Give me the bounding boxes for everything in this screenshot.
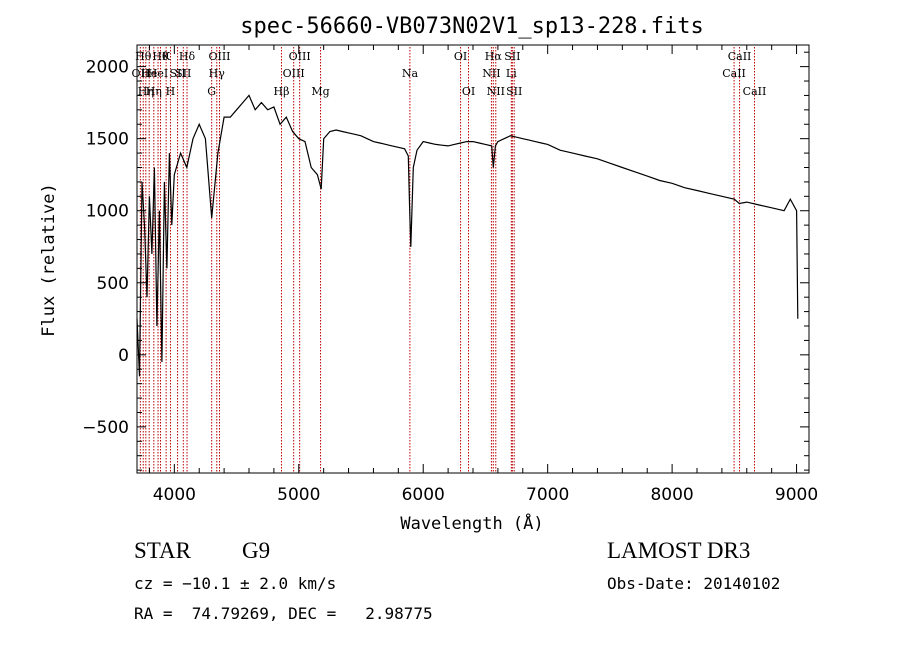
line-marker-label: K (162, 50, 171, 63)
y-tick-label: 2000 (86, 58, 129, 78)
line-marker-label: CaII (743, 85, 767, 98)
line-marker-label: G (207, 85, 216, 98)
line-marker-label: Mg (311, 85, 329, 98)
y-tick-label: −500 (82, 418, 129, 438)
line-marker-label: NII (482, 67, 500, 80)
y-tick-label: 1000 (86, 202, 129, 222)
spectrum-line-layer (136, 94, 799, 377)
y-axis-ticks: −500 0 500 1000 1500 2000 (82, 51, 809, 471)
x-axis-ticks: 4000 5000 6000 7000 8000 9000 (148, 45, 818, 505)
line-marker-label: SII (506, 85, 522, 98)
y-tick-label: 500 (97, 274, 129, 294)
line-marker-label: Hδ (179, 50, 196, 63)
x-axis-label: Wavelength (Å) (400, 512, 543, 534)
line-marker-label: Na (402, 67, 419, 80)
x-tick-label: 5000 (277, 485, 320, 505)
line-marker-label: Hη (146, 85, 162, 98)
line-marker-label: SII (175, 67, 191, 80)
line-marker-label: Hβ (274, 85, 290, 98)
line-marker-label: Hγ (209, 67, 226, 80)
line-marker-label: OIII (208, 50, 230, 63)
line-marker-label: OIII (289, 50, 311, 63)
line-marker-labels: OIIHθHηHeHηHeIHθKHSIISIIHδGHγOIIIHβOIIIO… (132, 50, 767, 98)
x-tick-label: 7000 (526, 485, 569, 505)
line-marker-label: HeI (148, 67, 168, 80)
line-markers (139, 47, 755, 472)
coordinates: RA = 74.79269, DEC = 2.98775 (134, 604, 433, 623)
line-marker-label: SII (504, 50, 520, 63)
line-marker-label: CaII (728, 50, 752, 63)
line-marker-label: CaII (722, 67, 746, 80)
line-marker-label: OII (132, 67, 150, 80)
line-marker-label: He (141, 67, 157, 80)
spectral-subclass: G9 (242, 538, 271, 563)
line-marker-label: Hα (485, 50, 503, 63)
obs-date: Obs-Date: 20140102 (607, 574, 781, 593)
line-marker-label: Li (506, 67, 517, 80)
x-tick-label: 9000 (775, 485, 818, 505)
x-tick-label: 4000 (153, 485, 196, 505)
object-class: STAR (134, 538, 191, 563)
line-marker-label: H (166, 85, 176, 98)
line-marker-label: Hθ (135, 50, 152, 63)
spectrum-line (136, 94, 799, 377)
line-marker-label: NII (487, 85, 505, 98)
line-marker-label: OI (462, 85, 475, 98)
chart-title: spec-56660-VB073N02V1_sp13-228.fits (240, 14, 704, 39)
y-tick-label: 0 (118, 346, 129, 366)
line-marker-label: OIII (283, 67, 305, 80)
y-axis-label: Flux (relative) (39, 183, 59, 337)
line-marker-label: Hθ (152, 50, 169, 63)
survey-name: LAMOST DR3 (607, 538, 751, 563)
x-tick-label: 6000 (402, 485, 445, 505)
x-tick-label: 8000 (650, 485, 693, 505)
line-marker-label: SII (169, 67, 185, 80)
line-marker-label: OI (454, 50, 467, 63)
y-tick-label: 1500 (86, 130, 129, 150)
line-marker-label: Hη (138, 85, 154, 98)
redshift-cz: cz = −10.1 ± 2.0 km/s (134, 574, 337, 593)
